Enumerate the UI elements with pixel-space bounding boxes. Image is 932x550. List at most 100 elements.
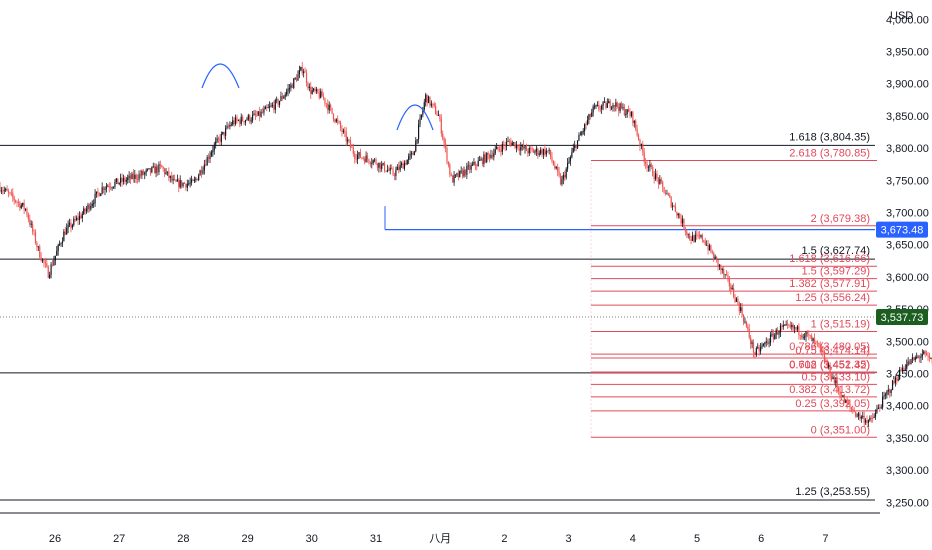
candle-body: [156, 166, 159, 173]
candle-body: [633, 120, 635, 123]
candle-body: [111, 187, 113, 189]
candle-body: [691, 235, 694, 241]
candle-body: [724, 274, 726, 276]
candle-body: [358, 152, 360, 156]
candle-body: [132, 173, 134, 179]
candle-body: [740, 307, 742, 312]
candle-body: [95, 191, 98, 194]
candle-body: [620, 103, 623, 109]
candle-body: [650, 164, 652, 167]
candle-body: [538, 153, 540, 155]
date-tick-label: 4: [630, 533, 636, 545]
candle-body: [67, 224, 69, 228]
candle-body: [490, 154, 492, 159]
candle-body: [500, 149, 502, 152]
candle-body: [715, 256, 718, 260]
price-tick-label: 4,000.00: [886, 14, 929, 26]
price-tick-label: 3,500.00: [886, 336, 929, 348]
candle-body: [765, 341, 767, 343]
candle-body: [339, 122, 342, 129]
candle-body: [464, 169, 467, 175]
candle-body: [703, 240, 705, 242]
candle-body: [801, 335, 803, 338]
candle-body: [552, 161, 555, 166]
candle-body: [382, 163, 384, 165]
candle-body: [789, 325, 791, 328]
candle-body: [395, 170, 397, 177]
candle-body: [56, 250, 58, 256]
candle-body: [15, 200, 17, 202]
double-top-arc-left: [201, 63, 240, 89]
candle-body: [311, 90, 313, 94]
candle-body: [34, 232, 37, 243]
candle-body: [413, 151, 415, 156]
candle-body: [230, 124, 232, 126]
candle-body: [398, 166, 400, 171]
candle-body: [456, 173, 458, 175]
candle-body: [232, 120, 234, 125]
candle-body: [408, 156, 410, 160]
candle-body: [777, 329, 779, 335]
candle-body: [436, 114, 438, 116]
candle-body: [17, 202, 20, 204]
candle-body: [507, 140, 509, 142]
candle-body: [689, 233, 691, 240]
candle-body: [555, 166, 557, 169]
candle-body: [240, 116, 242, 124]
candle-body: [121, 177, 123, 182]
candle-body: [85, 208, 88, 212]
candle-body: [654, 173, 657, 180]
candle-body: [385, 170, 387, 172]
candle-body: [173, 178, 176, 180]
candle-body: [727, 275, 729, 278]
candle-body: [649, 164, 651, 167]
fib-level-label: 0.786 (3,480.05): [789, 341, 870, 353]
candle-body: [402, 163, 404, 169]
candle-body: [758, 347, 760, 352]
candle-body: [697, 234, 699, 236]
candle-body: [496, 146, 498, 150]
fib-level-label: 1.25 (3,556.24): [795, 292, 870, 304]
last-price-badge-text: 3,537.73: [881, 312, 924, 324]
candle-body: [551, 157, 553, 162]
candle-body: [884, 394, 887, 396]
candle-body: [227, 125, 230, 127]
candle-body: [545, 150, 547, 155]
candle-body: [178, 179, 180, 188]
candle-body: [77, 217, 79, 221]
candle-body: [469, 165, 471, 170]
candle-body: [664, 193, 667, 194]
candle-body: [816, 341, 818, 343]
candle-body: [891, 380, 894, 391]
candle-body: [371, 163, 373, 164]
candle-body: [348, 139, 350, 141]
date-tick-label: 28: [177, 533, 189, 545]
candle-body: [175, 179, 177, 182]
candle-body: [572, 147, 574, 153]
candle-body: [361, 157, 363, 159]
candle-body: [342, 130, 344, 133]
candle-body: [673, 205, 675, 207]
candle-body: [127, 177, 129, 180]
candle-body: [148, 168, 150, 169]
candle-body: [383, 163, 386, 171]
candle-body: [146, 168, 149, 170]
candle-body: [880, 407, 882, 409]
candle-body: [439, 115, 441, 119]
candle-body: [237, 120, 239, 121]
candle-body: [151, 167, 153, 173]
candle-body: [713, 253, 715, 260]
candle-body: [305, 72, 308, 83]
candle-body: [88, 204, 90, 210]
candle-body: [672, 205, 674, 207]
candle-body: [91, 203, 93, 206]
candle-body: [322, 96, 325, 99]
candle-body: [66, 227, 68, 235]
candle-body: [58, 243, 61, 245]
candle-body: [574, 145, 576, 148]
candle-body: [669, 195, 671, 198]
candle-body: [528, 148, 530, 154]
candle-body: [24, 208, 27, 210]
candle-body: [378, 162, 380, 168]
